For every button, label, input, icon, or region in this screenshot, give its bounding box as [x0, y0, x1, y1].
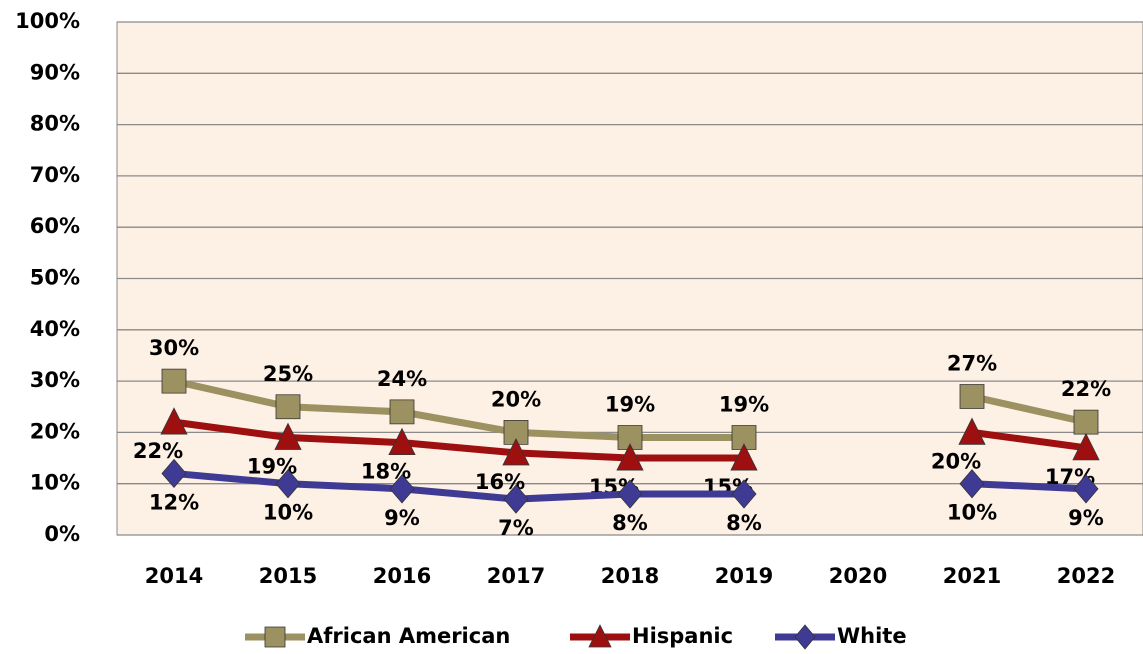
- data-label: 27%: [947, 351, 997, 375]
- y-tick-label: 40%: [30, 317, 80, 341]
- series-line: [173, 469, 1087, 503]
- data-label: 20%: [491, 387, 541, 411]
- series-line: [173, 377, 1087, 442]
- x-tick-label: 2020: [829, 564, 887, 588]
- data-label: 12%: [149, 490, 199, 514]
- marker: [389, 399, 415, 425]
- marker: [1072, 432, 1100, 461]
- data-label: 19%: [605, 393, 655, 417]
- x-tick-label: 2018: [601, 564, 659, 588]
- marker: [161, 368, 187, 394]
- legend-label: White: [837, 624, 907, 648]
- marker: [275, 394, 301, 420]
- marker: [617, 425, 643, 450]
- data-label: 8%: [726, 511, 762, 535]
- marker: [161, 458, 187, 489]
- data-label: 19%: [719, 393, 769, 417]
- data-label: 20%: [931, 449, 981, 473]
- marker: [730, 443, 758, 471]
- marker: [503, 420, 529, 445]
- data-label: 22%: [133, 439, 183, 463]
- marker: [616, 443, 644, 471]
- legend-label: Hispanic: [632, 624, 733, 648]
- x-tick-label: 2022: [1057, 564, 1115, 588]
- marker: [160, 407, 188, 435]
- marker: [388, 427, 416, 456]
- marker: [264, 626, 286, 648]
- marker: [274, 422, 302, 450]
- data-label: 10%: [263, 501, 313, 525]
- x-tick-label: 2021: [943, 564, 1001, 588]
- x-tick-label: 2016: [373, 564, 431, 588]
- data-label: 25%: [263, 362, 313, 386]
- data-label: 24%: [377, 367, 427, 391]
- marker: [502, 438, 530, 466]
- data-label: 9%: [1068, 506, 1104, 530]
- marker: [1073, 474, 1099, 504]
- y-tick-label: 10%: [30, 471, 80, 495]
- x-tick-label: 2014: [145, 564, 203, 588]
- x-tick-label: 2017: [487, 564, 545, 588]
- legend-label: African American: [307, 624, 510, 648]
- marker: [617, 479, 643, 509]
- marker: [588, 624, 612, 648]
- y-tick-label: 100%: [15, 9, 80, 33]
- data-label: 8%: [612, 511, 648, 535]
- x-tick-label: 2015: [259, 564, 317, 588]
- data-label: 22%: [1061, 377, 1111, 401]
- marker: [731, 425, 757, 450]
- y-tick-label: 0%: [44, 522, 80, 546]
- x-tick-label: 2019: [715, 564, 773, 588]
- marker: [731, 479, 757, 509]
- marker: [275, 469, 301, 499]
- y-tick-label: 80%: [30, 112, 80, 136]
- marker: [1073, 409, 1099, 435]
- series-line: [173, 418, 1087, 462]
- marker: [794, 624, 816, 650]
- y-tick-label: 30%: [30, 368, 80, 392]
- data-label: 7%: [498, 516, 534, 540]
- data-label: 30%: [149, 336, 199, 360]
- marker: [959, 384, 985, 409]
- marker: [503, 484, 529, 514]
- marker: [958, 417, 986, 445]
- marker: [959, 469, 985, 499]
- y-tick-label: 90%: [30, 60, 80, 84]
- y-tick-label: 60%: [30, 214, 80, 238]
- marker: [389, 474, 415, 504]
- y-tick-label: 50%: [30, 266, 80, 290]
- data-label: 10%: [947, 501, 997, 525]
- y-tick-label: 20%: [30, 419, 80, 443]
- y-tick-label: 70%: [30, 163, 80, 187]
- data-label: 9%: [384, 506, 420, 530]
